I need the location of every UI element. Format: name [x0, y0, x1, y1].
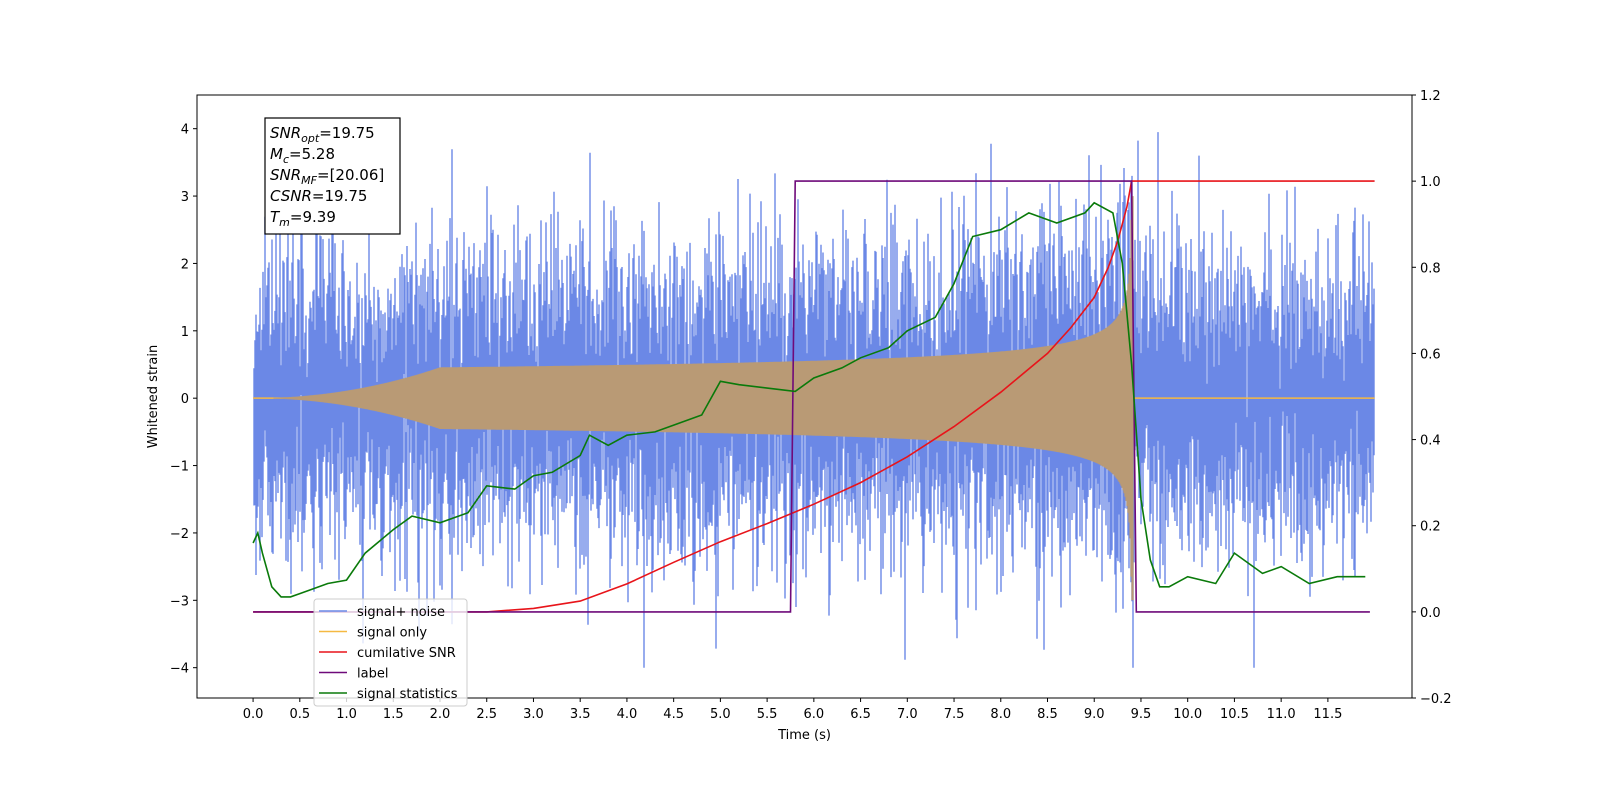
x-tick-label: 6.5 — [850, 707, 871, 722]
annotation-value: =19.75 — [319, 124, 375, 142]
y-right-tick-label: −0.2 — [1420, 692, 1452, 707]
y-left-tick-label: 3 — [181, 190, 189, 205]
x-tick-label: 1.0 — [336, 707, 357, 722]
y-left-tick-label: 0 — [181, 392, 189, 407]
x-tick-label: 10.0 — [1173, 707, 1202, 722]
y-right-tick-label: 0.2 — [1420, 520, 1441, 535]
annotation-subscript: m — [279, 216, 290, 229]
x-tick-label: 2.5 — [476, 707, 497, 722]
x-axis: 0.0 0.5 1.0 1.5 2.0 2.5 3.0 3.5 4.0 4.5 5.0 5.5 6.0 6… — [243, 698, 1342, 722]
annotation-line: CSNR=19.75 — [270, 187, 367, 205]
y-right-tick-label: 0.8 — [1420, 261, 1441, 276]
x-tick-label: 7.5 — [944, 707, 965, 722]
series-signal-statistics — [252, 201, 1366, 598]
annotation-symbol: T — [270, 208, 281, 226]
x-tick-label: 8.5 — [1037, 707, 1058, 722]
legend-label: cumilative SNR — [357, 646, 456, 661]
annotation-symbol: CSNR — [270, 187, 312, 205]
series-label — [253, 180, 1370, 613]
annotation-value: =19.75 — [312, 187, 368, 205]
annotation-line: SNRopt=19.75 — [270, 124, 375, 145]
x-tick-label: 4.0 — [617, 707, 638, 722]
legend-label: signal+ noise — [357, 605, 445, 620]
x-tick-label: 5.0 — [710, 707, 731, 722]
legend: signal+ noise signal only cumilative SNR la… — [313, 598, 468, 707]
x-tick-label: 9.0 — [1084, 707, 1105, 722]
x-tick-label: 10.5 — [1220, 707, 1249, 722]
plot-area — [252, 132, 1375, 668]
y-left-tick-label: −2 — [170, 527, 189, 542]
y-axis-left: −4 −3 −2 −1 0 1 2 3 4 — [170, 123, 197, 677]
annotation-symbol: M — [270, 145, 283, 163]
annotation-subscript: MF — [301, 174, 317, 187]
y-right-tick-label: 0.6 — [1420, 347, 1441, 362]
annotation-box: SNRopt=19.75Mc=5.28SNRMF=[20.06]CSNR=19.… — [264, 117, 401, 235]
y-left-tick-label: −1 — [170, 460, 189, 475]
x-tick-label: 0.0 — [243, 707, 264, 722]
x-tick-label: 5.5 — [757, 707, 778, 722]
legend-label: signal statistics — [357, 687, 458, 702]
y-axis-label: Whitened strain — [146, 345, 161, 448]
annotation-symbol: SNR — [270, 124, 301, 142]
series-cumulative-snr — [253, 180, 1375, 613]
x-tick-label: 8.0 — [990, 707, 1011, 722]
y-left-tick-label: −4 — [170, 662, 189, 677]
y-axis-right: −0.2 0.0 0.2 0.4 0.6 0.8 1.0 1.2 — [1412, 89, 1452, 707]
annotation-subscript: opt — [301, 132, 320, 145]
series-signal-only — [273, 196, 1134, 601]
y-left-tick-label: 4 — [181, 123, 189, 138]
x-tick-label: 7.0 — [897, 707, 918, 722]
y-right-tick-label: 1.0 — [1420, 175, 1441, 190]
x-tick-label: 2.0 — [430, 707, 451, 722]
axes-frame — [196, 94, 1413, 699]
x-tick-label: 4.5 — [663, 707, 684, 722]
annotation-line: Tm=9.39 — [270, 208, 336, 229]
x-tick-label: 0.5 — [289, 707, 310, 722]
annotation-symbol: SNR — [270, 166, 301, 184]
x-tick-label: 9.5 — [1131, 707, 1152, 722]
x-tick-label: 6.0 — [804, 707, 825, 722]
y-left-tick-label: 2 — [181, 257, 189, 272]
x-tick-label: 11.5 — [1313, 707, 1342, 722]
annotation-frame — [264, 117, 401, 235]
y-right-tick-label: 1.2 — [1420, 89, 1441, 104]
x-tick-label: 3.0 — [523, 707, 544, 722]
y-left-tick-label: 1 — [181, 325, 189, 340]
annotation-subscript: c — [283, 153, 289, 166]
annotation-value: =9.39 — [290, 208, 336, 226]
x-tick-label: 3.5 — [570, 707, 591, 722]
y-right-tick-label: 0.4 — [1420, 434, 1441, 449]
annotation-value: =[20.06] — [317, 166, 384, 184]
y-left-tick-label: −3 — [170, 594, 189, 609]
annotation-value: =5.28 — [289, 145, 335, 163]
legend-label: label — [357, 667, 388, 682]
x-tick-label: 1.5 — [383, 707, 404, 722]
legend-label: signal only — [357, 626, 427, 641]
annotation-line: Mc=5.28 — [270, 145, 335, 166]
x-tick-label: 11.0 — [1267, 707, 1296, 722]
annotation-line: SNRMF=[20.06] — [270, 166, 384, 187]
y-right-tick-label: 0.0 — [1420, 606, 1441, 621]
x-axis-label: Time (s) — [777, 728, 831, 743]
legend-frame — [313, 598, 468, 707]
